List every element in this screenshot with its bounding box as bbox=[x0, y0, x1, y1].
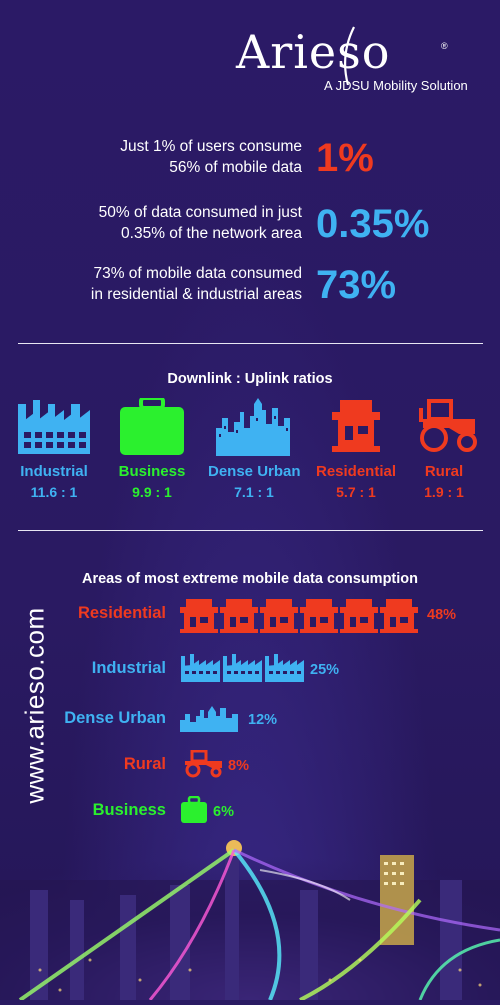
factory-icon bbox=[8, 398, 100, 456]
consumption-row-rural: Rural 8% bbox=[0, 749, 500, 780]
ratio-value: 11.6 : 1 bbox=[30, 484, 78, 500]
ratios-title: Downlink : Uplink ratios bbox=[167, 371, 333, 387]
stat-text-3: 73% of mobile data consumed in residenti… bbox=[52, 263, 302, 305]
consumption-label: Industrial bbox=[91, 659, 166, 677]
stat-big-2: 0.35% bbox=[316, 202, 430, 246]
stat-text-1: Just 1% of users consume 56% of mobile d… bbox=[52, 136, 302, 178]
consumption-label: Rural bbox=[123, 755, 166, 773]
ratio-industrial: Industrial 11.6 : 1 bbox=[8, 398, 100, 500]
skyline-icon bbox=[208, 398, 300, 456]
consumption-label: Business bbox=[92, 801, 166, 819]
website-url: www.arieso.com bbox=[19, 607, 50, 804]
ratio-label: Residential bbox=[315, 463, 397, 480]
consumption-row-residential: Residential 48% bbox=[0, 599, 500, 633]
stat-row-2: 50% of data consumed in just 0.35% of th… bbox=[0, 202, 500, 252]
consumption-title: Areas of most extreme mobile data consum… bbox=[82, 571, 418, 587]
consumption-row-industrial: Industrial 25% bbox=[0, 654, 500, 684]
house-icon-bar bbox=[180, 599, 420, 633]
tractor-icon bbox=[398, 398, 490, 456]
factory-icon-bar bbox=[180, 654, 306, 684]
house-icon bbox=[310, 398, 402, 456]
stat-text-3-line1: 73% of mobile data consumed bbox=[93, 265, 302, 282]
logo-tagline: A JDSU Mobility Solution bbox=[324, 78, 468, 93]
stat-text-3-line2: in residential & industrial areas bbox=[90, 286, 302, 303]
stat-text-1-line2: 56% of mobile data bbox=[169, 159, 302, 176]
consumption-pct: 6% bbox=[213, 804, 234, 820]
ratio-rural: Rural 1.9 : 1 bbox=[398, 398, 490, 500]
consumption-pct: 48% bbox=[427, 607, 457, 623]
stat-text-1-line1: Just 1% of users consume bbox=[120, 138, 302, 155]
stat-row-1: Just 1% of users consume 56% of mobile d… bbox=[0, 136, 500, 186]
stat-text-2-line2: 0.35% of the network area bbox=[121, 225, 302, 242]
ratio-value: 5.7 : 1 bbox=[336, 484, 376, 500]
stat-text-2-line1: 50% of data consumed in just bbox=[98, 204, 302, 221]
ratio-residential: Residential 5.7 : 1 bbox=[310, 398, 402, 500]
ratio-value: 9.9 : 1 bbox=[132, 484, 172, 500]
ratio-label: Industrial bbox=[20, 463, 88, 480]
ratio-value: 1.9 : 1 bbox=[424, 484, 464, 500]
divider-1 bbox=[18, 343, 483, 344]
tractor-icon-bar bbox=[180, 749, 224, 780]
briefcase-icon bbox=[106, 396, 198, 456]
skyline-icon-small bbox=[180, 706, 238, 732]
ratio-label: Business bbox=[118, 463, 186, 480]
logo-wordmark: Arieso bbox=[236, 25, 391, 79]
arieso-logo: Arieso ® A JDSU Mobility Solution bbox=[236, 25, 486, 95]
tractor-icon-small bbox=[185, 749, 222, 778]
registered-mark: ® bbox=[441, 41, 448, 51]
divider-2 bbox=[18, 530, 483, 531]
consumption-pct: 12% bbox=[248, 712, 278, 728]
ratio-label: Dense Urban bbox=[208, 463, 301, 480]
consumption-pct: 25% bbox=[310, 662, 340, 678]
ratio-label: Rural bbox=[424, 463, 464, 480]
ratio-business: Business 9.9 : 1 bbox=[106, 396, 198, 500]
stat-row-3: 73% of mobile data consumed in residenti… bbox=[0, 263, 500, 313]
factory-icon-row bbox=[181, 654, 304, 682]
house-icon-row bbox=[180, 599, 418, 633]
skyline-icon-bar bbox=[180, 704, 244, 734]
consumption-label: Residential bbox=[77, 604, 166, 622]
stat-big-3: 73% bbox=[316, 263, 397, 307]
briefcase-icon-small bbox=[181, 795, 207, 823]
city-night-image bbox=[0, 820, 500, 1002]
consumption-pct: 8% bbox=[228, 758, 249, 774]
consumption-row-dense-urban: Dense Urban 12% bbox=[0, 704, 500, 734]
stat-big-1: 1% bbox=[316, 136, 374, 180]
briefcase-icon-bar bbox=[180, 795, 208, 826]
logo-swoosh-icon bbox=[343, 26, 355, 85]
ratio-dense-urban: Dense Urban 7.1 : 1 bbox=[208, 398, 301, 500]
ratio-value: 7.1 : 1 bbox=[234, 484, 274, 500]
consumption-label: Dense Urban bbox=[64, 709, 166, 727]
consumption-row-business: Business 6% bbox=[0, 795, 500, 826]
stat-text-2: 50% of data consumed in just 0.35% of th… bbox=[52, 202, 302, 244]
